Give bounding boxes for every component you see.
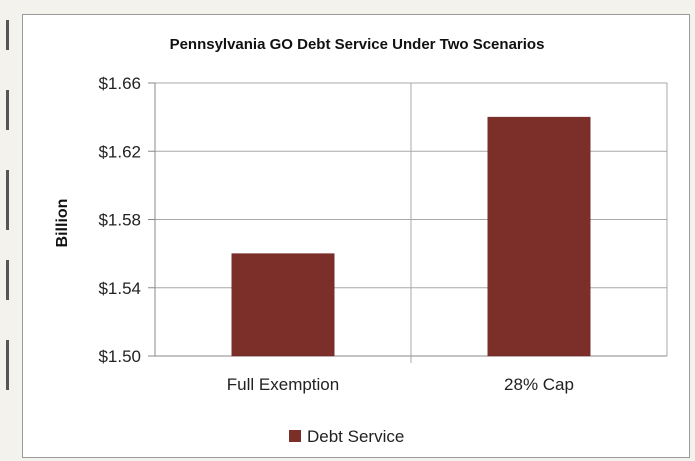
y-tick-label: $1.54 xyxy=(98,279,141,298)
edge-mark xyxy=(6,20,9,50)
x-tick-label: Full Exemption xyxy=(227,375,339,394)
x-tick-label: 28% Cap xyxy=(504,375,574,394)
bars xyxy=(231,116,591,357)
bar-full-exemption xyxy=(231,253,335,357)
x-tick-labels: Full Exemption 28% Cap xyxy=(227,375,574,394)
y-tick-label: $1.58 xyxy=(98,211,141,230)
bar-28-cap xyxy=(487,116,591,357)
chart-title: Pennsylvania GO Debt Service Under Two S… xyxy=(170,36,545,53)
legend: Debt Service xyxy=(289,427,404,446)
bar-chart: Pennsylvania GO Debt Service Under Two S… xyxy=(54,36,668,446)
y-tick-label: $1.50 xyxy=(98,347,141,366)
chart-container: Pennsylvania GO Debt Service Under Two S… xyxy=(22,14,690,458)
edge-mark xyxy=(6,260,9,300)
page-left-edge xyxy=(0,0,20,461)
edge-mark xyxy=(6,90,9,130)
edge-mark xyxy=(6,170,9,230)
y-tick-labels: $1.50 $1.54 $1.58 $1.62 $1.66 xyxy=(98,74,141,366)
y-tick-label: $1.66 xyxy=(98,74,141,93)
y-axis-label: Billion xyxy=(54,199,71,248)
edge-mark xyxy=(6,340,9,390)
y-tick-label: $1.62 xyxy=(98,142,141,161)
legend-swatch xyxy=(289,430,301,442)
legend-label: Debt Service xyxy=(307,427,404,446)
